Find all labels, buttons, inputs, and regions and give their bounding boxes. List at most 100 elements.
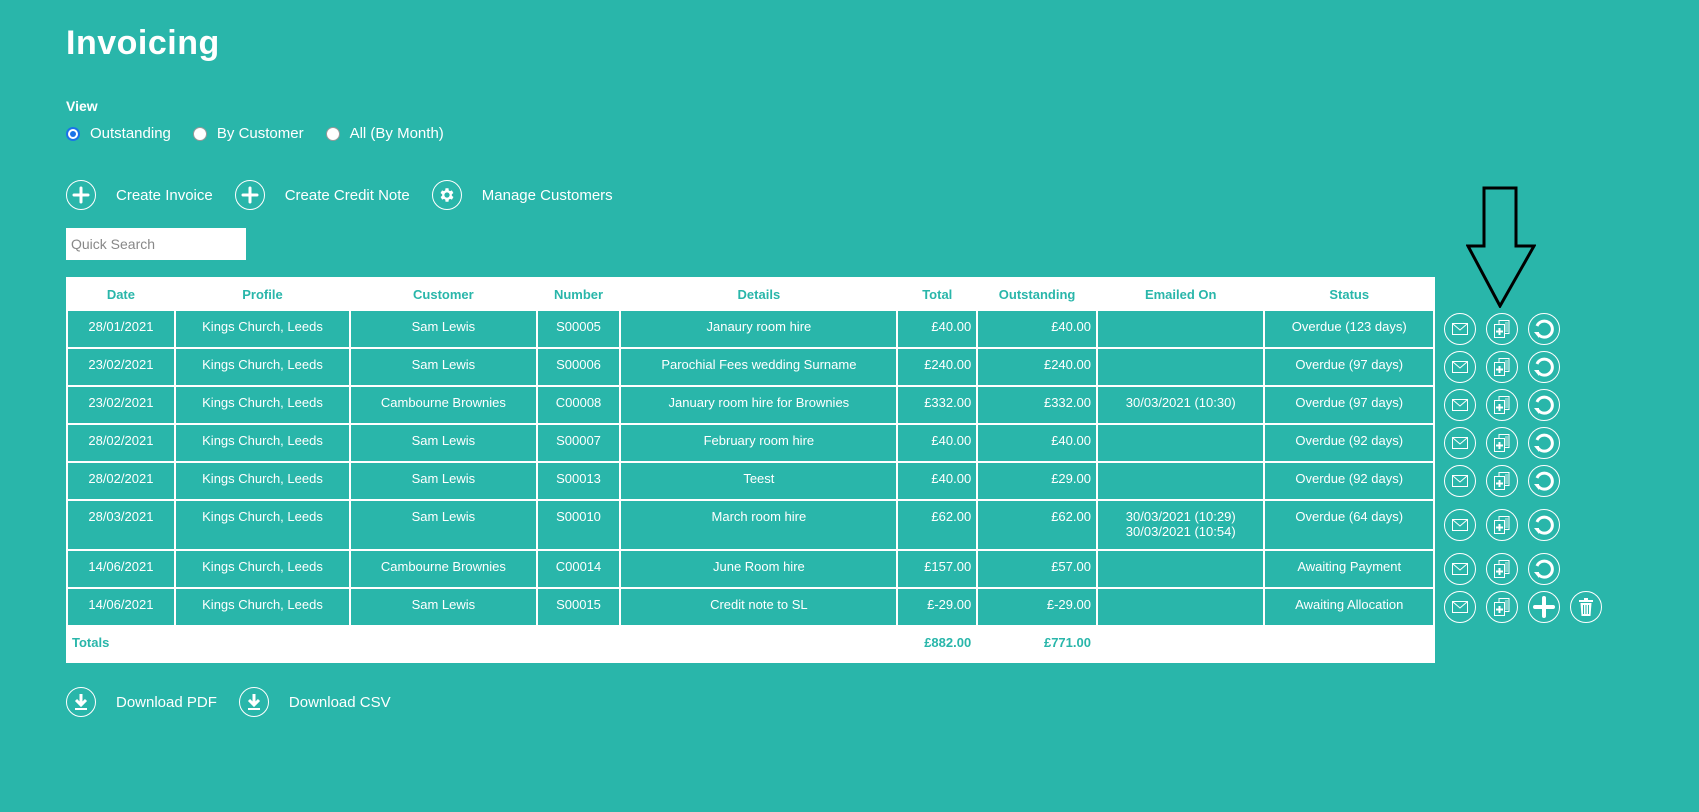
- totals-empty-cell: [621, 627, 897, 661]
- profile-cell: Kings Church, Leeds: [175, 387, 350, 423]
- refresh-icon: [1533, 318, 1555, 340]
- email-button[interactable]: [1444, 427, 1476, 459]
- table-row[interactable]: 23/02/2021 Kings Church, Leeds Cambourne B…: [68, 387, 1433, 423]
- duplicate-button[interactable]: [1486, 553, 1518, 585]
- refresh-icon: [1533, 514, 1555, 536]
- radio-button-selected[interactable]: [66, 126, 80, 141]
- download-pdf-button[interactable]: Download PDF: [66, 687, 217, 717]
- duplicate-button[interactable]: [1486, 465, 1518, 497]
- download-csv-button[interactable]: Download CSV: [238, 687, 391, 717]
- date-cell: 14/06/2021: [68, 551, 174, 587]
- plus-icon[interactable]: [66, 180, 96, 210]
- radio-by-customer[interactable]: By Customer: [192, 125, 304, 142]
- column-header-date[interactable]: Date: [106, 286, 135, 302]
- total-cell: £40.00: [898, 425, 977, 461]
- number-cell: S00007: [537, 425, 620, 461]
- recurring-button[interactable]: [1528, 427, 1560, 459]
- email-button[interactable]: [1444, 509, 1476, 541]
- number-cell: S00015: [537, 589, 620, 625]
- refresh-icon: [1533, 432, 1555, 454]
- table-row[interactable]: 28/03/2021 Kings Church, Leeds Sam Lewis S0…: [68, 501, 1433, 549]
- column-header-outstanding[interactable]: Outstanding: [998, 286, 1076, 302]
- totals-empty-cell: [1097, 627, 1264, 661]
- radio-outstanding[interactable]: Outstanding: [66, 125, 171, 142]
- email-button[interactable]: [1444, 553, 1476, 585]
- plus-icon: [1533, 596, 1555, 618]
- table-row[interactable]: 28/01/2021 Kings Church, Leeds Sam Lewis S0…: [68, 311, 1433, 347]
- duplicate-invoice-icon: [1494, 516, 1510, 534]
- status-cell: Overdue (64 days): [1265, 501, 1433, 549]
- column-header-status[interactable]: Status: [1329, 286, 1370, 302]
- duplicate-invoice-icon: [1494, 396, 1510, 414]
- email-icon: [1452, 323, 1468, 335]
- table-row[interactable]: 14/06/2021 Kings Church, Leeds Cambourne B…: [68, 551, 1433, 587]
- totals-label: Totals: [68, 627, 174, 661]
- email-icon: [1452, 563, 1468, 575]
- column-header-number[interactable]: Number: [553, 286, 604, 302]
- recurring-button[interactable]: [1528, 553, 1560, 585]
- profile-cell: Kings Church, Leeds: [175, 501, 350, 549]
- allocate-button[interactable]: [1528, 591, 1560, 623]
- totals-empty-cell: [1265, 627, 1433, 661]
- email-button[interactable]: [1444, 313, 1476, 345]
- plus-icon[interactable]: [234, 180, 265, 210]
- delete-button[interactable]: [1570, 591, 1602, 623]
- download-icon[interactable]: [238, 687, 269, 717]
- manage-customers-button[interactable]: Manage Customers: [431, 180, 613, 210]
- column-header-total[interactable]: Total: [922, 286, 953, 302]
- column-header-emailed-on[interactable]: Emailed On: [1144, 286, 1217, 302]
- email-icon: [1452, 361, 1468, 373]
- total-cell: £40.00: [898, 463, 977, 499]
- toolbar: Create Invoice Create Credit Note Manage…: [66, 180, 635, 210]
- profile-cell: Kings Church, Leeds: [175, 349, 350, 385]
- radio-label: All (By Month): [349, 125, 444, 142]
- table-header-row: Date Profile Customer Number Details Tot…: [68, 279, 1433, 309]
- email-icon: [1452, 475, 1468, 487]
- download-csv-label: Download CSV: [288, 693, 391, 711]
- duplicate-button[interactable]: [1486, 591, 1518, 623]
- outstanding-cell: £240.00: [978, 349, 1096, 385]
- recurring-button[interactable]: [1528, 465, 1560, 497]
- quick-search-input[interactable]: [66, 228, 246, 260]
- outstanding-cell: £57.00: [978, 551, 1096, 587]
- email-button[interactable]: [1444, 389, 1476, 421]
- duplicate-button[interactable]: [1486, 427, 1518, 459]
- create-credit-note-button[interactable]: Create Credit Note: [234, 180, 410, 210]
- email-button[interactable]: [1444, 465, 1476, 497]
- table-row[interactable]: 28/02/2021 Kings Church, Leeds Sam Lewis S0…: [68, 425, 1433, 461]
- recurring-button[interactable]: [1528, 389, 1560, 421]
- gear-icon[interactable]: [431, 180, 462, 210]
- column-header-details[interactable]: Details: [737, 286, 781, 302]
- create-invoice-button[interactable]: Create Invoice: [66, 180, 213, 210]
- invoice-table: Date Profile Customer Number Details Tot…: [66, 277, 1435, 663]
- duplicate-button[interactable]: [1486, 509, 1518, 541]
- refresh-icon: [1533, 356, 1555, 378]
- table-row[interactable]: 28/02/2021 Kings Church, Leeds Sam Lewis S0…: [68, 463, 1433, 499]
- recurring-button[interactable]: [1528, 509, 1560, 541]
- column-header-customer[interactable]: Customer: [413, 286, 474, 302]
- customer-cell: Sam Lewis: [351, 425, 536, 461]
- download-bar: Download PDF Download CSV: [66, 687, 413, 717]
- recurring-button[interactable]: [1528, 351, 1560, 383]
- status-cell: Overdue (97 days): [1265, 349, 1433, 385]
- radio-button[interactable]: [192, 126, 207, 141]
- details-cell: Janaury room hire: [621, 311, 897, 347]
- recurring-button[interactable]: [1528, 313, 1560, 345]
- email-button[interactable]: [1444, 591, 1476, 623]
- radio-button[interactable]: [325, 126, 340, 141]
- email-button[interactable]: [1444, 351, 1476, 383]
- table-row[interactable]: 23/02/2021 Kings Church, Leeds Sam Lewis S0…: [68, 349, 1433, 385]
- duplicate-button[interactable]: [1486, 313, 1518, 345]
- download-icon[interactable]: [66, 687, 96, 717]
- duplicate-button[interactable]: [1486, 389, 1518, 421]
- duplicate-button[interactable]: [1486, 351, 1518, 383]
- profile-cell: Kings Church, Leeds: [175, 589, 350, 625]
- outstanding-cell: £29.00: [978, 463, 1096, 499]
- create-credit-note-label: Create Credit Note: [284, 186, 410, 204]
- radio-all-by-month[interactable]: All (By Month): [325, 125, 444, 142]
- table-row[interactable]: 14/06/2021 Kings Church, Leeds Sam Lewis S0…: [68, 589, 1433, 625]
- customer-cell: Sam Lewis: [351, 311, 536, 347]
- email-icon: [1452, 601, 1468, 613]
- trash-icon: [1579, 598, 1593, 616]
- column-header-profile[interactable]: Profile: [242, 286, 283, 302]
